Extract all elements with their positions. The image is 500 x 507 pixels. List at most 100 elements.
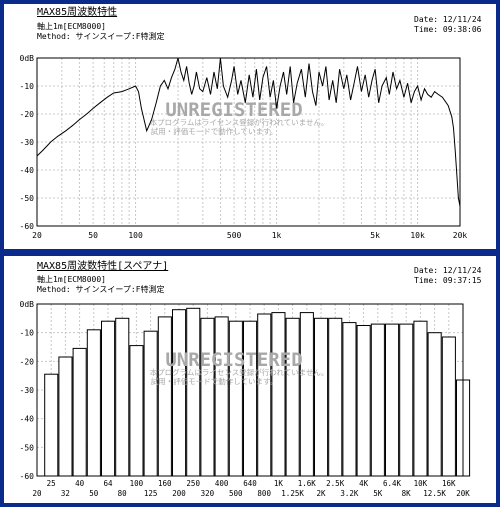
x-tick-label: 200 xyxy=(172,489,186,498)
bar-160 xyxy=(157,316,172,477)
y-tick-label: 0dB xyxy=(20,300,35,309)
x-tick-label: 1.6K xyxy=(298,479,317,488)
unregistered-watermark: UNREGISTERED xyxy=(165,99,302,121)
x-tick-label: 500 xyxy=(229,489,243,498)
time-label: Time: xyxy=(414,25,439,34)
method-value: サインスイープ:F特測定 xyxy=(75,32,165,41)
x-tick-label: 4K xyxy=(359,479,369,488)
x-tick-label: 160 xyxy=(158,479,172,488)
license-notice-line-1: 本プログラムはライセンス登録が行われていません。 xyxy=(150,117,329,127)
date-value: 12/11/24 xyxy=(442,15,482,24)
chart-title: MAX85周波数特性[スペアナ] xyxy=(37,261,169,272)
x-tick-label: 3.2K xyxy=(340,489,359,498)
bar-640 xyxy=(243,320,258,477)
bar-100 xyxy=(129,345,144,477)
y-tick-label: -20 xyxy=(20,357,35,366)
x-tick-label: 100 xyxy=(130,479,144,488)
time-value: 09:37:15 xyxy=(442,276,482,285)
x-tick-label: 40 xyxy=(75,479,85,488)
x-tick-label: 500 xyxy=(227,231,242,240)
y-tick-label: -60 xyxy=(20,472,35,481)
spectrum-bar-plot: UNREGISTERED本プログラムはライセンス登録が行われていません。試用・評… xyxy=(20,300,471,498)
frequency-response-plot: UNREGISTERED本プログラムはライセンス登録が行われていません。試用・評… xyxy=(20,54,468,240)
x-tick-label: 1K xyxy=(274,479,284,488)
bar-50 xyxy=(86,329,101,477)
spectrum-analyzer-panel: MAX85周波数特性[スペアナ] 軸上1m[ECM8000] Method: サ… xyxy=(4,256,496,503)
x-tick-label: 20 xyxy=(32,489,42,498)
license-notice-line-1: 本プログラムはライセンス登録が行われていません。 xyxy=(150,367,329,377)
bar-4K xyxy=(356,325,371,477)
x-tick-label: 64 xyxy=(103,479,113,488)
bar-1.6K xyxy=(299,312,314,477)
y-tick-label: -40 xyxy=(20,166,35,175)
bar-200 xyxy=(172,309,187,477)
x-tick-label: 400 xyxy=(215,479,229,488)
x-tick-label: 20k xyxy=(453,231,468,240)
x-tick-label: 12.5K xyxy=(423,489,446,498)
method-value: サインスイープ:F特測定 xyxy=(75,285,165,294)
x-tick-label: 16K xyxy=(442,479,456,488)
date-label: Date: xyxy=(414,15,439,24)
bar-10K xyxy=(413,320,428,477)
license-notice-line-2: 試用・評価モードで動作しています。 xyxy=(151,126,278,136)
x-tick-label: 25 xyxy=(47,479,56,488)
bar-800 xyxy=(257,313,272,477)
x-tick-label: 80 xyxy=(118,489,128,498)
x-tick-label: 250 xyxy=(186,479,200,488)
x-tick-label: 50 xyxy=(88,231,98,240)
y-tick-label: -30 xyxy=(20,386,35,395)
bar-250 xyxy=(186,307,201,477)
measurement-line: 軸上1m[ECM8000] xyxy=(37,22,106,31)
bar-64 xyxy=(101,320,116,477)
bar-40 xyxy=(72,347,87,477)
y-tick-label: -20 xyxy=(20,110,35,119)
bar-32 xyxy=(58,356,73,477)
x-tick-label: 8K xyxy=(402,489,412,498)
measurement-line: 軸上1m[ECM8000] xyxy=(37,275,106,284)
bar-8K xyxy=(399,323,414,477)
method-line: Method: サインスイープ:F特測定 xyxy=(37,285,165,295)
x-tick-label: 20K xyxy=(456,489,470,498)
bar-125 xyxy=(143,330,158,477)
y-tick-label: -30 xyxy=(20,138,35,147)
y-tick-label: 0dB xyxy=(20,54,35,63)
x-tick-label: 1k xyxy=(272,231,282,240)
date-label: Date: xyxy=(414,266,439,275)
x-tick-label: 2K xyxy=(316,489,326,498)
bar-16K xyxy=(441,336,456,477)
y-tick-label: -10 xyxy=(20,82,35,91)
bar-1.25K xyxy=(285,317,300,477)
method-label: Method: xyxy=(37,32,71,41)
x-tick-label: 640 xyxy=(243,479,257,488)
y-tick-label: -50 xyxy=(20,443,35,452)
x-tick-label: 6.4K xyxy=(383,479,402,488)
plot-frame xyxy=(36,303,464,477)
x-tick-label: 1.25K xyxy=(281,489,304,498)
x-tick-label: 5K xyxy=(373,489,383,498)
y-tick-label: -40 xyxy=(20,415,35,424)
unregistered-watermark: UNREGISTERED xyxy=(165,349,302,371)
bar-2.5K xyxy=(328,317,343,477)
bar-320 xyxy=(200,317,215,477)
response-line xyxy=(36,57,461,207)
bar-6.4K xyxy=(385,323,400,477)
method-label: Method: xyxy=(37,285,71,294)
bar-5K xyxy=(370,323,385,477)
x-tick-label: 100 xyxy=(128,231,143,240)
x-tick-label: 125 xyxy=(144,489,158,498)
x-tick-label: 320 xyxy=(201,489,215,498)
license-notice-line-2: 試用・評価モードで動作しています。 xyxy=(151,376,278,386)
y-tick-label: -50 xyxy=(20,194,35,203)
method-line: Method: サインスイープ:F特測定 xyxy=(37,32,165,42)
plot-frame xyxy=(36,57,461,227)
x-tick-label: 32 xyxy=(61,489,70,498)
bar-25 xyxy=(44,373,59,477)
time-label: Time: xyxy=(414,276,439,285)
bar-400 xyxy=(214,316,229,477)
bar-2K xyxy=(314,317,329,477)
x-tick-label: 10K xyxy=(414,479,428,488)
x-tick-label: 20 xyxy=(32,231,42,240)
bar-3.2K xyxy=(342,322,357,477)
time-line: Time: 09:38:06 xyxy=(414,25,481,35)
x-tick-label: 800 xyxy=(257,489,271,498)
